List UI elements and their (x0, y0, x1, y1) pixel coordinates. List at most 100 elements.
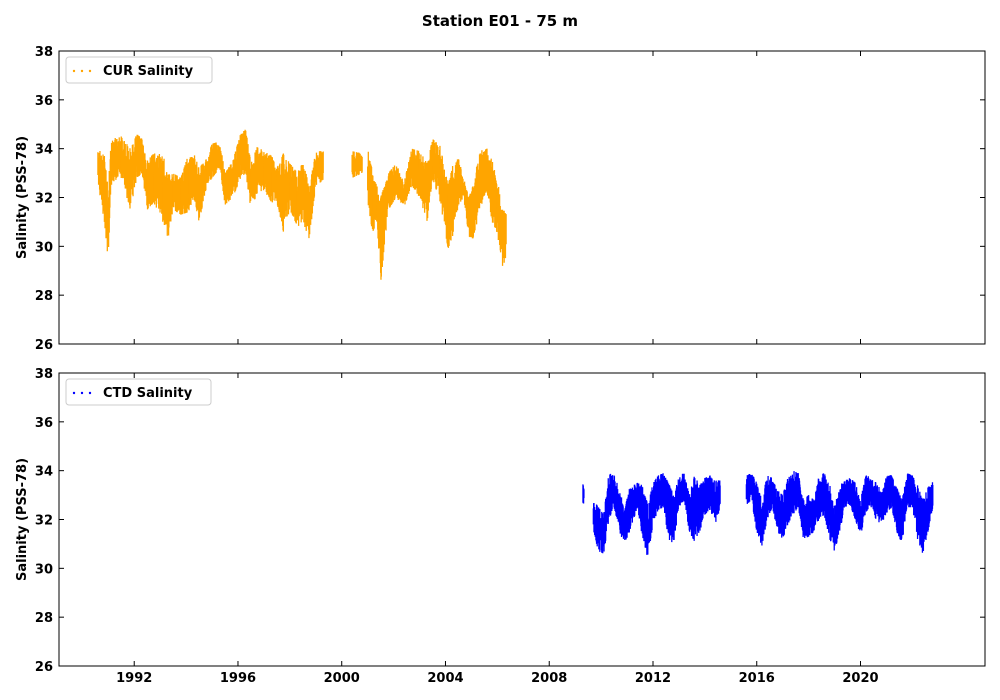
data-mark (308, 158, 317, 235)
data-mark (403, 151, 413, 205)
data-mark (282, 153, 291, 232)
y-tick-label: 38 (35, 367, 53, 382)
data-mark (107, 150, 112, 248)
x-tick-label: 1996 (220, 671, 256, 686)
data-mark (431, 139, 441, 202)
data-mark (141, 139, 148, 206)
series-cur-salinity (97, 129, 507, 280)
series-ctd-salinity (582, 471, 934, 555)
data-mark (501, 209, 507, 266)
data-mark (597, 507, 605, 554)
data-mark (657, 473, 664, 510)
legend-frame (65, 378, 212, 406)
y-tick-label: 32 (35, 514, 53, 529)
data-mark (211, 142, 221, 177)
y-tick-label: 34 (35, 143, 53, 158)
legend-marker (80, 391, 84, 395)
y-tick-label: 30 (35, 240, 53, 255)
figure-title: Station E01 - 75 m (422, 12, 578, 30)
data-mark (256, 147, 265, 192)
data-mark (457, 159, 464, 205)
y-tick-label: 36 (35, 94, 53, 109)
data-mark (129, 136, 138, 204)
data-mark (188, 157, 195, 211)
data-mark (376, 186, 381, 264)
y-tick-label: 38 (35, 45, 53, 60)
data-mark (153, 153, 164, 214)
data-mark (172, 173, 182, 215)
data-mark (146, 154, 154, 210)
data-mark (379, 180, 389, 280)
data-mark (110, 137, 122, 185)
data-mark (885, 475, 892, 513)
data-mark (439, 155, 449, 247)
data-mark (193, 155, 200, 221)
data-mark (896, 488, 903, 540)
data-mark (807, 495, 815, 537)
data-mark (351, 151, 363, 178)
y-tick-label: 28 (35, 289, 53, 304)
x-tick-label: 2000 (324, 671, 360, 686)
data-mark (167, 174, 174, 236)
data-mark (245, 130, 252, 203)
panel-2: 26 28 30 32 34 36 38 1992 1996 2000 2004 2008 2012 20… (15, 367, 986, 686)
y-tick-label: 26 (35, 660, 53, 675)
data-mark (232, 135, 241, 193)
data-mark (447, 166, 454, 248)
x-tick-label: 2004 (427, 671, 463, 686)
data-mark (478, 149, 488, 209)
data-mark (97, 150, 105, 214)
data-mark (636, 482, 643, 534)
data-mark (906, 473, 913, 508)
data-mark (411, 148, 420, 196)
data-mark (239, 129, 247, 176)
data-mark (289, 164, 298, 224)
data-mark (927, 482, 934, 532)
data-mark (387, 165, 397, 208)
data-mark (473, 163, 480, 233)
panel-1: 26 28 30 32 34 36 38 Salinity (PSS-78) CUR Salin… (15, 45, 986, 353)
data-mark (776, 491, 784, 538)
data-mark (792, 471, 799, 514)
data-mark (302, 165, 310, 239)
y-tick-label: 30 (35, 562, 53, 577)
legend-marker (72, 69, 76, 73)
data-mark (276, 154, 284, 231)
data-mark (745, 474, 752, 504)
legend-label: CTD Salinity (103, 386, 193, 401)
data-mark (120, 136, 131, 209)
data-mark (198, 159, 208, 218)
legend-marker (88, 391, 92, 395)
data-mark (315, 151, 324, 185)
data-mark (224, 164, 234, 205)
legend-label: CUR Salinity (103, 64, 194, 79)
y-tick-label: 26 (35, 338, 53, 353)
legend: CTD Salinity (65, 378, 212, 406)
data-mark (418, 154, 428, 221)
x-tick-label: 2020 (842, 671, 878, 686)
data-mark (582, 484, 585, 504)
data-mark (486, 148, 493, 217)
data-mark (766, 476, 773, 518)
y-tick-label: 36 (35, 416, 53, 431)
data-mark (250, 147, 258, 200)
legend-marker (80, 69, 84, 73)
data-mark (180, 158, 189, 215)
x-tick-label: 2008 (531, 671, 567, 686)
data-mark (162, 158, 169, 236)
data-mark (263, 152, 273, 202)
data-mark (468, 186, 475, 239)
x-tick-label: 2012 (635, 671, 671, 686)
y-tick-label: 28 (35, 611, 53, 626)
data-mark (714, 480, 721, 522)
data-mark (628, 483, 638, 529)
y-axis-label: Salinity (PSS-78) (15, 458, 30, 581)
y-tick-label: 34 (35, 465, 53, 480)
legend-frame (65, 56, 213, 84)
data-mark (452, 159, 459, 232)
data-mark (395, 166, 405, 204)
legend: CUR Salinity (65, 56, 213, 84)
y-axis-label: Salinity (PSS-78) (15, 136, 30, 259)
data-mark (426, 141, 433, 219)
